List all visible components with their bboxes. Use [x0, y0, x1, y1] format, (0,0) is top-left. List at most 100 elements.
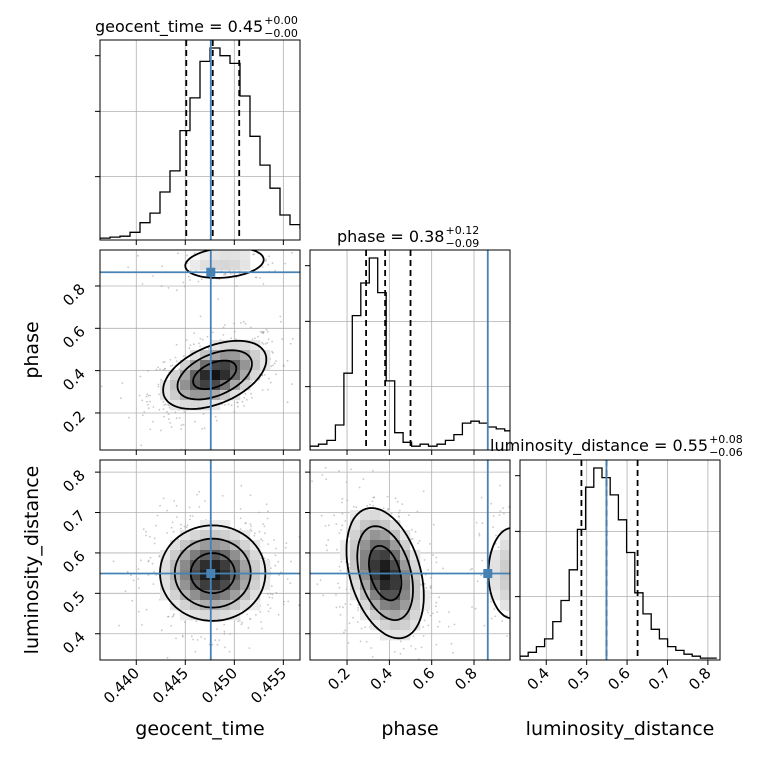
sample-point — [398, 515, 400, 518]
sample-point — [517, 551, 519, 553]
sample-point — [157, 366, 160, 369]
density-cell — [390, 590, 401, 601]
density-cell — [210, 580, 221, 591]
density-cell — [200, 400, 211, 411]
sample-point — [514, 549, 516, 551]
density-layer — [100, 231, 563, 660]
density-cell — [210, 390, 221, 401]
density-cell — [500, 600, 510, 611]
x-tick-label: 0.2 — [324, 664, 354, 694]
sample-point — [247, 626, 250, 629]
sample-point — [224, 646, 227, 649]
density-cell — [370, 540, 381, 551]
sample-point — [316, 328, 318, 330]
sample-point — [250, 392, 253, 395]
sample-point — [322, 594, 325, 597]
sample-point — [158, 408, 161, 411]
sample-point — [503, 512, 505, 515]
sample-point — [166, 656, 169, 659]
sample-point — [263, 525, 266, 528]
sample-point — [553, 571, 555, 573]
sample-point — [200, 278, 203, 281]
sample-point — [423, 559, 426, 561]
sample-point — [244, 322, 247, 325]
density-cell — [400, 560, 411, 571]
sample-point — [250, 381, 252, 384]
sample-point — [160, 285, 163, 287]
sample-point — [267, 543, 270, 545]
sample-point — [532, 533, 534, 535]
sample-point — [253, 253, 256, 256]
density-cell — [200, 360, 211, 371]
contour-line — [184, 250, 265, 279]
density-cell — [250, 370, 261, 381]
sample-point — [393, 651, 396, 653]
density-cell — [260, 580, 271, 591]
truth-marker — [483, 569, 493, 579]
sample-point — [182, 355, 185, 357]
sample-point — [255, 614, 257, 616]
sample-point — [182, 281, 185, 284]
density-cell — [370, 610, 381, 621]
sample-point — [152, 420, 155, 423]
sample-point — [535, 574, 537, 576]
sample-point — [483, 624, 486, 627]
sample-point — [272, 351, 274, 354]
panel-frame — [309, 459, 511, 661]
x-tick-label: 0.6 — [409, 664, 439, 694]
sample-point — [539, 627, 541, 629]
sample-point — [436, 611, 439, 613]
sample-point — [121, 382, 124, 384]
sample-point — [435, 561, 438, 564]
density-cell — [380, 580, 391, 591]
sample-point — [149, 428, 152, 431]
density-cell — [500, 540, 510, 551]
density-cell — [210, 250, 221, 261]
sample-point — [271, 340, 273, 343]
sample-point — [222, 334, 225, 336]
sample-point — [518, 624, 520, 626]
sample-point — [118, 624, 120, 627]
sample-point — [528, 547, 530, 549]
sample-point — [365, 640, 368, 643]
sample-point — [153, 537, 156, 540]
density-cell — [360, 600, 371, 611]
sample-point — [561, 544, 563, 546]
sample-point — [429, 614, 432, 617]
sample-point — [501, 620, 504, 622]
density-cell — [220, 250, 231, 261]
sample-point — [268, 255, 270, 258]
sample-point — [245, 231, 247, 233]
sample-point — [137, 568, 140, 570]
density-panel — [311, 466, 563, 660]
x-tick-label: 0.440 — [100, 664, 143, 707]
density-cell — [200, 260, 211, 271]
sample-point — [284, 262, 287, 265]
sample-point — [551, 586, 553, 588]
sample-point — [167, 287, 170, 289]
density-cell — [370, 600, 381, 611]
sample-point — [145, 534, 148, 537]
sample-point — [229, 273, 232, 275]
sample-point — [198, 506, 201, 508]
density-cell — [380, 540, 391, 551]
sample-point — [399, 640, 402, 643]
sample-point — [527, 571, 529, 573]
sample-point — [245, 522, 247, 524]
density-cell — [400, 580, 411, 591]
density-cell — [200, 380, 211, 391]
sample-point — [157, 383, 160, 386]
density-cell — [200, 250, 211, 261]
sample-point — [286, 578, 289, 580]
sample-point — [357, 604, 360, 606]
sample-point — [230, 337, 233, 340]
sample-point — [236, 405, 239, 408]
sample-point — [253, 534, 256, 537]
sample-point — [412, 635, 415, 637]
sample-point — [324, 466, 327, 469]
sample-point — [222, 326, 225, 329]
sample-point — [348, 622, 351, 625]
sample-point — [510, 550, 512, 552]
sample-point — [260, 621, 263, 623]
